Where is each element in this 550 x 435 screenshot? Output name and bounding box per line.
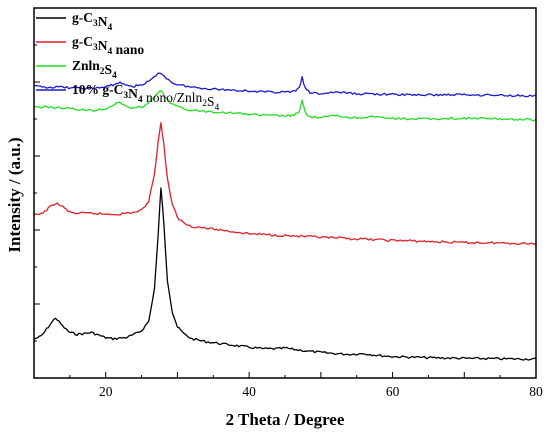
series-line bbox=[33, 72, 537, 98]
y-axis-label: Intensity / (a.u.) bbox=[5, 137, 24, 252]
x-tick-label: 60 bbox=[386, 384, 400, 399]
x-tick-label: 20 bbox=[99, 384, 113, 399]
legend-label: Znln2S4 bbox=[72, 58, 117, 81]
legend-label: g-C3N4 nano bbox=[72, 34, 144, 57]
x-tick-label: 80 bbox=[529, 384, 543, 399]
series-line bbox=[33, 187, 537, 361]
x-axis-label: 2 Theta / Degree bbox=[226, 410, 345, 429]
legend-label: 10% g-C3N4 nono/Znln2S4 bbox=[72, 82, 220, 113]
series-line bbox=[33, 90, 537, 122]
legend-label: g-C3N4 bbox=[72, 10, 113, 33]
x-tick-label: 40 bbox=[242, 384, 256, 399]
series-line bbox=[33, 122, 537, 246]
x-axis-ticks: 20 40 60 80 bbox=[33, 7, 543, 399]
plot-series-group bbox=[33, 72, 537, 361]
